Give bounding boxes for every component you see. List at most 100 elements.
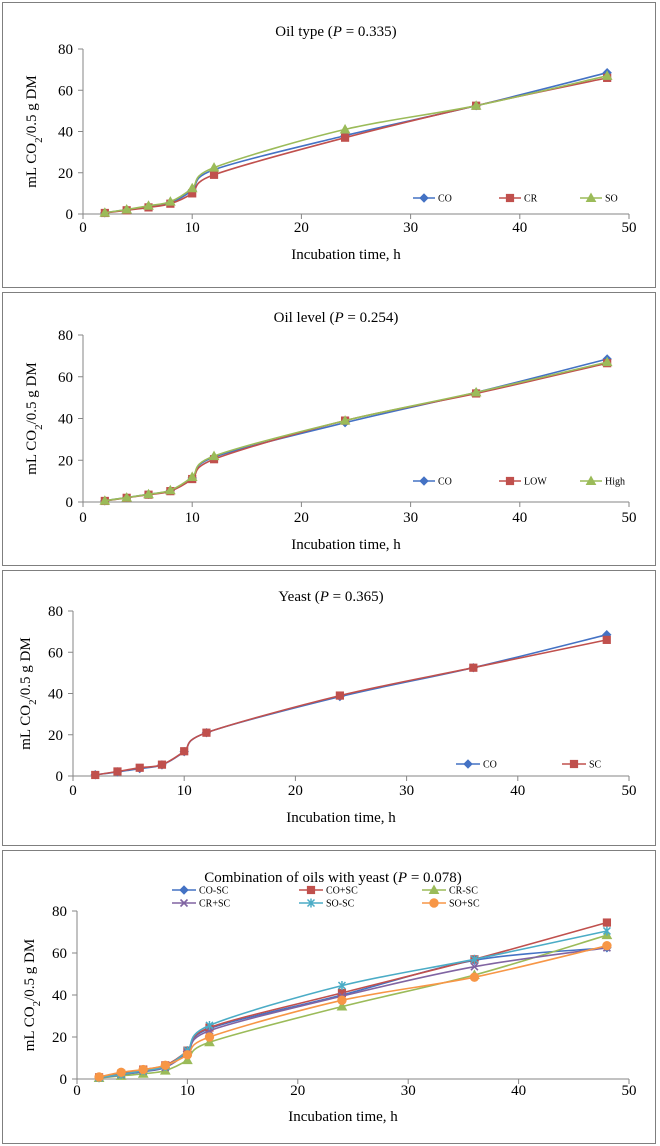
- yeast-legend-co: CO: [456, 759, 497, 771]
- yeast-series-sc: [91, 635, 611, 780]
- oil-level-point-high: [121, 492, 133, 502]
- oil-level-x-tick-label: 40: [512, 510, 527, 526]
- combination-legend-label-co-plussc: CO+SC: [326, 886, 358, 897]
- oil-type-y-tick-label: 40: [58, 125, 73, 141]
- oil-level-point-high: [186, 471, 198, 481]
- combination-point-so-sc: [205, 1020, 214, 1030]
- oil-level-legend-marker-high: [585, 475, 597, 485]
- yeast-x-tick-label: 0: [69, 783, 77, 799]
- chart-combination: Combination of oils with yeast (P = 0.07…: [22, 870, 637, 1125]
- oil-type-point-so: [121, 203, 133, 214]
- chart-panel-yeast: Yeast (P = 0.365) 0 20 40 60 80 0 10 20 30 40 50 Inc…: [2, 570, 656, 846]
- oil-type-y-axis-label: mL CO2/0.5 g DM: [24, 75, 45, 187]
- oil-level-point-high: [99, 495, 111, 505]
- yeast-x-tick-label: 30: [399, 783, 414, 799]
- combination-series-so-plussc: [94, 940, 612, 1082]
- combination-legend-so-plussc: SO+SC: [422, 898, 480, 910]
- oil-type-x-tick-label: 40: [512, 220, 527, 236]
- combination-legend-cr-plussc: CR+SC: [172, 899, 231, 910]
- oil-level-point-high: [165, 484, 176, 495]
- combination-line-co-plussc: [98, 921, 608, 1079]
- combination-legend-so-sc: SO-SC: [299, 898, 355, 910]
- oil-type-legend-marker-so: [585, 192, 597, 202]
- combination-legend-marker-cr-sc: [428, 884, 440, 894]
- yeast-y-tick-label: 0: [56, 769, 64, 785]
- combination-legend-marker-cr-plussc: [179, 898, 189, 908]
- oil-type-legend-co: CO: [413, 193, 452, 205]
- combination-point-so-sc: [602, 926, 611, 936]
- oil-level-y-tick-label: 80: [58, 328, 73, 344]
- oil-type-y-tick-label: 80: [58, 42, 73, 58]
- oil-level-x-tick-label: 0: [79, 510, 87, 526]
- oil-level-series-high: [99, 356, 613, 505]
- combination-line-co-sc: [99, 947, 607, 1079]
- oil-type-point-so: [470, 100, 482, 110]
- combination-legend-label-cr-plussc: CR+SC: [199, 899, 231, 910]
- chart-panel-oil-level: Oil level (P = 0.254) 0 20 40 60 80 0 10 20 30 40 5…: [2, 292, 656, 566]
- oil-level-x-tick-label: 50: [622, 510, 637, 526]
- oil-level-x-tick-label: 10: [185, 510, 200, 526]
- oil-type-point-so: [143, 200, 154, 210]
- oil-level-legend-marker-co: [419, 476, 429, 486]
- oil-level-legend-low: LOW: [499, 477, 547, 488]
- combination-legend-cr-sc: CR-SC: [422, 884, 478, 897]
- oil-type-point-so: [208, 162, 220, 172]
- oil-type-point-cr: [340, 133, 350, 142]
- oil-level-y-tick-label: 60: [58, 370, 73, 386]
- combination-y-tick-label: 20: [52, 1030, 67, 1046]
- combination-line-cr-plussc: [99, 947, 608, 1079]
- oil-type-legend-label-cr: CR: [524, 194, 538, 205]
- combination-point-so-sc: [470, 954, 479, 964]
- yeast-x-tick-label: 40: [510, 783, 525, 799]
- combination-y-tick-label: 60: [52, 946, 67, 962]
- oil-level-y-tick-label: 20: [58, 453, 73, 469]
- oil-type-y-tick-label: 20: [58, 166, 73, 182]
- yeast-point-sc: [602, 635, 611, 644]
- combination-x-tick-label: 0: [73, 1083, 81, 1099]
- combination-x-tick-label: 20: [290, 1083, 305, 1099]
- combination-point-co-plussc: [602, 918, 612, 927]
- oil-type-y-tick-label: 60: [58, 83, 73, 99]
- oil-type-legend-so: SO: [580, 192, 618, 205]
- oil-level-legend-high: High: [580, 475, 625, 488]
- oil-type-x-tick-label: 50: [622, 220, 637, 236]
- oil-level-title: Oil level (P = 0.254): [274, 310, 399, 326]
- combination-y-tick-label: 40: [52, 988, 67, 1004]
- oil-type-x-tick-label: 0: [79, 220, 87, 236]
- combination-point-so-sc: [337, 981, 346, 991]
- oil-type-x-tick-label: 30: [403, 220, 418, 236]
- oil-level-point-high: [601, 356, 613, 367]
- chart-oil-type: Oil type (P = 0.335) 0 20 40 60 80 0 10 20 30 40 50…: [24, 24, 637, 263]
- combination-point-cr-sc: [336, 1001, 348, 1011]
- combination-x-tick-label: 40: [511, 1083, 526, 1099]
- yeast-x-tick-label: 10: [177, 783, 192, 799]
- yeast-y-tick-label: 60: [48, 645, 63, 661]
- combination-point-so-plussc: [116, 1067, 126, 1077]
- oil-type-point-so: [165, 196, 176, 206]
- oil-level-point-high: [339, 415, 351, 425]
- oil-type-point-cr: [209, 170, 219, 179]
- combination-legend-co-plussc: CO+SC: [299, 886, 358, 897]
- yeast-point-sc: [157, 760, 167, 769]
- yeast-legend-sc: SC: [562, 760, 602, 771]
- oil-type-point-so: [186, 182, 198, 193]
- combination-line-so-sc: [98, 930, 608, 1079]
- combination-series-co-plussc: [94, 918, 612, 1082]
- combination-legend-label-so-plussc: SO+SC: [449, 899, 480, 910]
- oil-level-x-tick-label: 20: [294, 510, 309, 526]
- oil-type-legend-cr: CR: [499, 194, 538, 205]
- yeast-x-tick-label: 20: [288, 783, 303, 799]
- yeast-series-co: [90, 630, 612, 780]
- oil-type-x-tick-label: 10: [185, 220, 200, 236]
- combination-title: Combination of oils with yeast (P = 0.07…: [204, 870, 462, 886]
- combination-x-axis-label: Incubation time, h: [288, 1109, 398, 1125]
- combination-point-so-plussc: [204, 1032, 215, 1042]
- oil-type-point-so: [339, 123, 351, 134]
- chart-yeast: Yeast (P = 0.365) 0 20 40 60 80 0 10 20 30 40 50 Inc…: [18, 589, 637, 826]
- oil-level-legend-marker-low: [505, 476, 515, 486]
- oil-type-legend-marker-co: [419, 193, 429, 203]
- oil-type-x-tick-label: 20: [294, 220, 309, 236]
- oil-level-legend-label-co: CO: [438, 477, 452, 488]
- oil-type-legend-label-so: SO: [605, 194, 618, 205]
- oil-level-line-high: [104, 361, 608, 502]
